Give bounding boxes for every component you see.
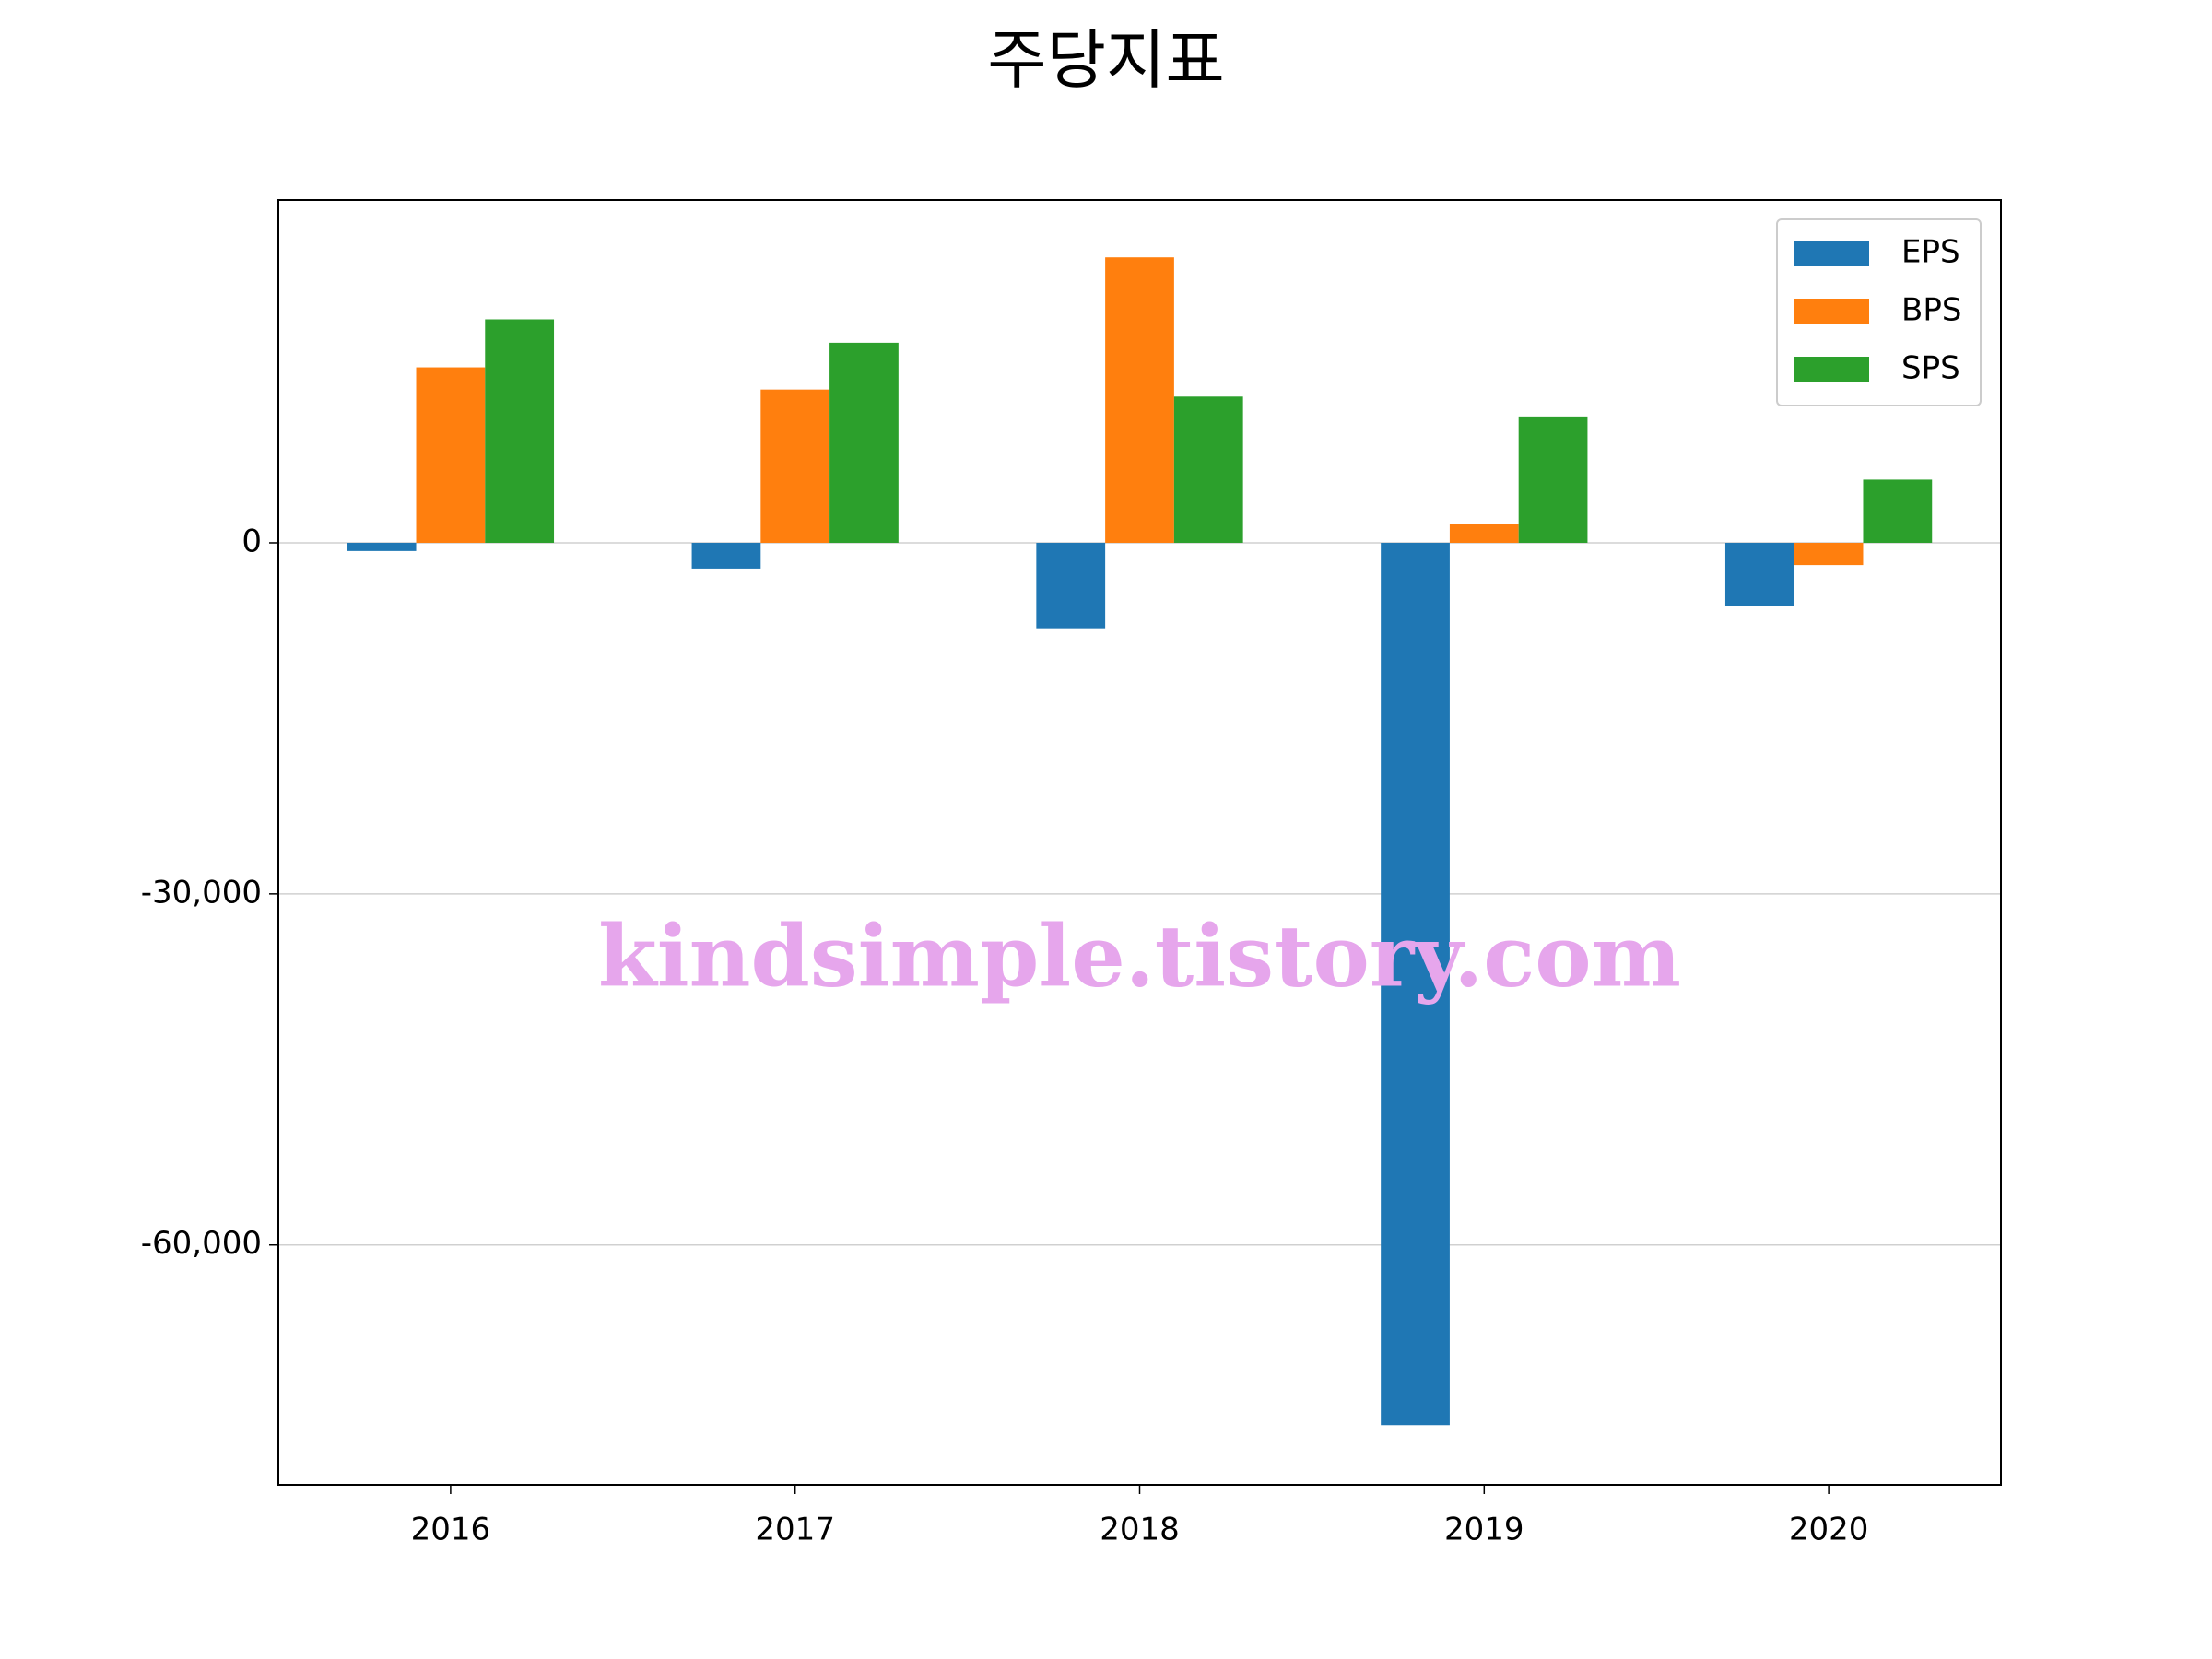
bar — [1173, 396, 1243, 543]
y-tick-label: -30,000 — [141, 874, 262, 911]
bar — [1449, 524, 1519, 543]
bar — [830, 342, 899, 543]
plot-frame — [277, 199, 2002, 1486]
bar — [691, 542, 761, 569]
legend-label: EPS — [1901, 234, 1960, 271]
bar — [1105, 257, 1174, 543]
x-tick-label: 2019 — [1444, 1512, 1524, 1548]
bar — [1381, 542, 1450, 1426]
chart-title: 주당지표 — [987, 22, 1225, 98]
watermark: kindsimple.tistory.com — [598, 907, 1681, 1006]
y-tick-label: -60,000 — [141, 1225, 262, 1262]
bar — [1724, 542, 1794, 606]
bar — [485, 319, 555, 543]
bar — [760, 389, 830, 543]
legend-swatch — [1794, 357, 1869, 382]
legend-label: SPS — [1901, 350, 1960, 387]
bar — [347, 542, 417, 551]
x-tick-label: 2020 — [1789, 1512, 1869, 1548]
x-tick-label: 2017 — [755, 1512, 835, 1548]
x-tick-label: 2016 — [411, 1512, 491, 1548]
bar — [1518, 416, 1588, 543]
legend-label: BPS — [1901, 292, 1961, 329]
bar — [1794, 542, 1864, 566]
legend-swatch — [1794, 299, 1869, 324]
bar — [1863, 479, 1933, 543]
bar — [416, 367, 486, 543]
x-tick-label: 2018 — [1100, 1512, 1180, 1548]
y-tick-label: 0 — [241, 523, 262, 559]
bar — [1036, 542, 1106, 629]
legend-swatch — [1794, 241, 1869, 266]
